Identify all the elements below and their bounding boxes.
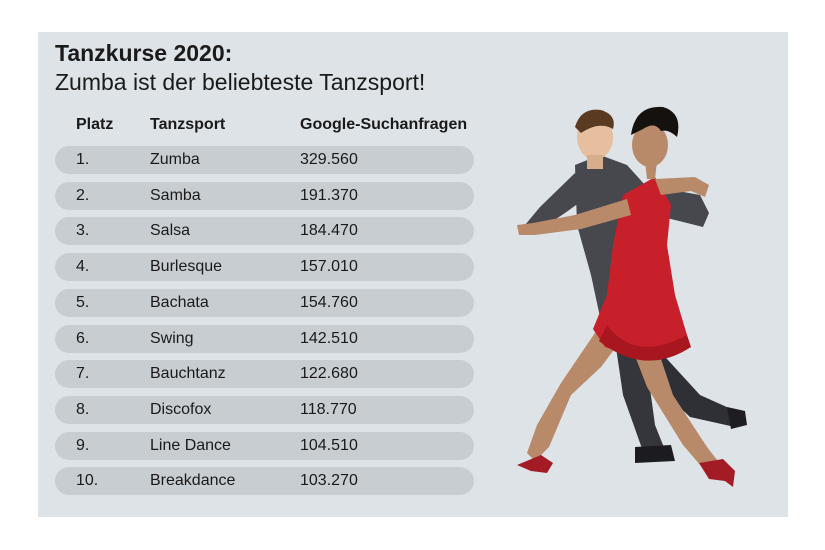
search-count-cell: 104.510 bbox=[300, 436, 358, 454]
table-row: 2. Samba 191.370 bbox=[55, 181, 474, 210]
rank-cell: 8. bbox=[76, 400, 90, 418]
dance-name-cell: Salsa bbox=[150, 222, 191, 240]
rank-cell: 5. bbox=[76, 293, 90, 311]
search-count-cell: 118.770 bbox=[300, 400, 357, 418]
dance-name-cell: Line Dance bbox=[150, 436, 231, 454]
search-count-cell: 157.010 bbox=[300, 258, 358, 276]
column-header-searches: Google-Suchanfragen bbox=[300, 116, 468, 133]
rank-cell: 6. bbox=[76, 329, 90, 347]
search-count-cell: 142.510 bbox=[300, 329, 358, 347]
table-row: 3. Salsa 184.470 bbox=[55, 217, 474, 246]
search-count-cell: 154.760 bbox=[300, 293, 358, 311]
search-count-cell: 122.680 bbox=[300, 365, 358, 383]
dance-name-cell: Samba bbox=[150, 186, 201, 204]
rank-cell: 1. bbox=[76, 151, 90, 168]
rank-cell: 2. bbox=[76, 186, 90, 204]
table-row: 6. Swing 142.510 bbox=[55, 324, 474, 353]
chart-subtitle: Zumba ist der beliebteste Tanzsport! bbox=[55, 69, 426, 95]
dance-name-cell: Zumba bbox=[150, 151, 200, 168]
chart-title: Tanzkurse 2020: bbox=[55, 40, 233, 66]
dance-name-cell: Discofox bbox=[150, 400, 212, 418]
search-count-cell: 184.470 bbox=[300, 222, 358, 240]
table-row: 4. Burlesque 157.010 bbox=[55, 253, 474, 282]
table-row: 5. Bachata 154.760 bbox=[55, 288, 474, 317]
rank-cell: 7. bbox=[76, 365, 90, 383]
search-count-cell: 103.270 bbox=[300, 472, 358, 490]
dance-name-cell: Bauchtanz bbox=[150, 365, 226, 383]
rank-cell: 4. bbox=[76, 258, 90, 276]
rank-cell: 3. bbox=[76, 222, 90, 240]
table-row: 7. Bauchtanz 122.680 bbox=[55, 360, 474, 389]
rank-cell: 9. bbox=[76, 436, 90, 454]
table-row: 8. Discofox 118.770 bbox=[55, 395, 474, 424]
column-header-dance: Tanzsport bbox=[150, 116, 226, 133]
tango-dancers-icon bbox=[517, 106, 747, 487]
table-row: 9. Line Dance 104.510 bbox=[55, 431, 474, 460]
search-count-cell: 329.560 bbox=[300, 151, 358, 168]
table-row: 10. Breakdance 103.270 bbox=[55, 467, 474, 496]
table-row: 1. Zumba 329.560 bbox=[55, 146, 474, 174]
dance-name-cell: Breakdance bbox=[150, 472, 236, 490]
column-header-rank: Platz bbox=[76, 116, 114, 133]
rank-cell: 10. bbox=[76, 472, 99, 490]
dance-name-cell: Swing bbox=[150, 329, 194, 347]
dance-name-cell: Bachata bbox=[150, 293, 209, 311]
dance-name-cell: Burlesque bbox=[150, 258, 223, 276]
search-count-cell: 191.370 bbox=[300, 186, 358, 204]
